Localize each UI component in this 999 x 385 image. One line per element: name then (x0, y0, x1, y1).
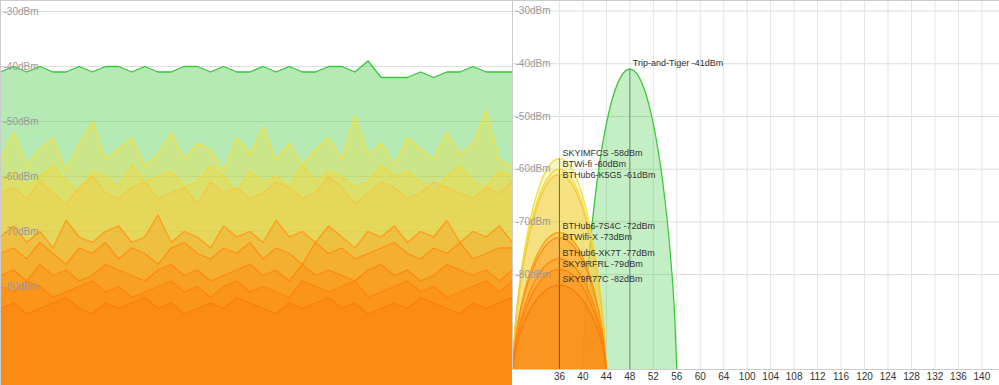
svg-text:SKYIMFCS -58dBm: SKYIMFCS -58dBm (562, 148, 642, 158)
svg-text:136: 136 (950, 371, 967, 382)
svg-text:120: 120 (856, 371, 873, 382)
svg-text:-40dBm: -40dBm (4, 61, 39, 72)
svg-text:-30dBm: -30dBm (516, 5, 551, 16)
svg-text:104: 104 (762, 371, 779, 382)
svg-text:100: 100 (739, 371, 756, 382)
svg-text:Trip-and-Tiger -41dBm: Trip-and-Tiger -41dBm (633, 58, 723, 68)
svg-text:-60dBm: -60dBm (516, 163, 551, 174)
svg-text:116: 116 (833, 371, 849, 382)
svg-text:56: 56 (671, 371, 683, 382)
svg-text:124: 124 (880, 371, 897, 382)
svg-text:SKY9RFRL -79dBm: SKY9RFRL -79dBm (562, 259, 642, 269)
svg-text:112: 112 (810, 371, 826, 382)
svg-text:108: 108 (786, 371, 803, 382)
svg-text:BTWifi-X -73dBm: BTWifi-X -73dBm (562, 232, 632, 242)
svg-text:SKY9R77C -82dBm: SKY9R77C -82dBm (562, 274, 642, 284)
svg-text:BTHub6-K5G5 -61dBm: BTHub6-K5G5 -61dBm (562, 170, 655, 180)
svg-text:52: 52 (648, 371, 660, 382)
svg-text:128: 128 (903, 371, 920, 382)
svg-text:-70dBm: -70dBm (4, 226, 39, 237)
svg-text:-70dBm: -70dBm (516, 216, 551, 227)
svg-text:36: 36 (554, 371, 566, 382)
svg-text:40: 40 (577, 371, 589, 382)
svg-text:132: 132 (927, 371, 944, 382)
svg-text:48: 48 (624, 371, 636, 382)
svg-text:-50dBm: -50dBm (516, 111, 551, 122)
svg-text:-60dBm: -60dBm (4, 171, 39, 182)
svg-text:-50dBm: -50dBm (4, 116, 39, 127)
svg-text:-80dBm: -80dBm (4, 281, 39, 292)
svg-text:BTHub6-XK7T -77dBm: BTHub6-XK7T -77dBm (562, 248, 654, 258)
svg-text:-40dBm: -40dBm (516, 58, 551, 69)
svg-text:60: 60 (695, 371, 707, 382)
svg-text:140: 140 (974, 371, 991, 382)
svg-text:BTWi-fi -60dBm: BTWi-fi -60dBm (562, 159, 626, 169)
svg-text:64: 64 (718, 371, 730, 382)
svg-text:BTHub6-7S4C -72dBm: BTHub6-7S4C -72dBm (562, 221, 655, 231)
svg-text:-80dBm: -80dBm (516, 269, 551, 280)
svg-text:-30dBm: -30dBm (4, 6, 39, 17)
svg-text:44: 44 (601, 371, 613, 382)
